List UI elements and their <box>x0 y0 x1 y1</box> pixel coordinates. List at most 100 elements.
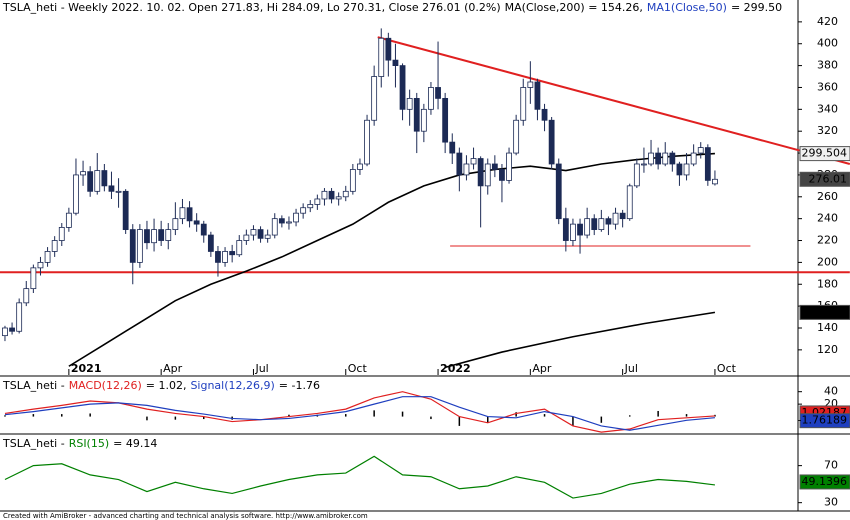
candle-body <box>697 147 704 154</box>
candle-body <box>271 218 278 236</box>
candle-body <box>200 223 207 236</box>
candle-body <box>413 97 420 132</box>
candle-body <box>548 119 555 165</box>
candle-body <box>399 65 406 110</box>
candle-body <box>449 141 456 154</box>
trend-line <box>377 36 850 165</box>
candle-body <box>222 251 228 263</box>
pane-title: TSLA_heti - Weekly 2022. 10. 02. Open 27… <box>2 1 782 14</box>
candle-body <box>470 158 477 165</box>
candle-body <box>335 196 342 200</box>
candle-body <box>420 108 427 132</box>
candle-body <box>605 218 612 225</box>
candle-body <box>94 170 101 192</box>
y-tick-label: 320 <box>817 124 838 137</box>
candle-body <box>598 218 605 230</box>
moving-average <box>68 152 715 367</box>
last-value-label-box <box>799 474 850 490</box>
candle-body <box>16 302 23 332</box>
close-last-label: 276.01 <box>809 172 848 185</box>
candle-body <box>513 119 520 154</box>
indicator-line <box>4 455 716 499</box>
candle-body <box>633 163 640 187</box>
title-part: = -1.76 <box>279 379 320 392</box>
candle-body <box>172 218 179 230</box>
ma50-last-label: 299.504 <box>802 147 848 160</box>
title-part: MA1(Close,50) <box>647 1 727 14</box>
candle-body <box>293 212 299 223</box>
y-tick-label: 40 <box>824 385 838 398</box>
y-tick-label: 380 <box>817 59 838 72</box>
y-tick-label: 70 <box>824 459 838 472</box>
title-part: TSLA_heti - <box>2 379 65 392</box>
candle-body <box>648 152 654 165</box>
candle-body <box>349 169 356 192</box>
indicator-line <box>4 391 715 433</box>
candle-body <box>364 119 370 165</box>
candle-body <box>683 163 690 176</box>
candle-body <box>229 251 236 256</box>
candle-body <box>641 163 647 166</box>
candle-body <box>527 81 534 88</box>
candle-body <box>669 152 676 165</box>
candle-body <box>87 171 94 192</box>
candle-body <box>44 251 51 263</box>
candle-body <box>314 198 321 205</box>
last-value-label: 49.1396 <box>802 475 848 488</box>
candle-body <box>65 212 72 228</box>
candle-body <box>392 59 399 66</box>
candle-body <box>186 207 193 222</box>
candle-body <box>506 152 512 181</box>
candle-body <box>406 97 413 110</box>
x-tick-label: 2022 <box>440 362 471 375</box>
title-part: = 49.14 <box>113 437 157 450</box>
candle-body <box>165 229 172 241</box>
title-part: RSI(15) <box>69 437 109 450</box>
candle-body <box>371 76 378 121</box>
title-part: TSLA_heti - Weekly 2022. 10. 02. Open 27… <box>2 1 501 14</box>
candle-body <box>456 152 463 176</box>
candle-body <box>179 207 186 220</box>
footer: Created with AmiBroker - advanced charti… <box>3 512 368 520</box>
candle-body <box>704 147 711 181</box>
candle-body <box>676 163 683 176</box>
candle-body <box>37 261 44 269</box>
candle-body <box>236 240 243 256</box>
candle-body <box>577 223 583 236</box>
y-tick-label: 220 <box>817 234 838 247</box>
y-tick-label: 260 <box>817 190 838 203</box>
candle-body <box>562 218 569 241</box>
y-tick-label: 340 <box>817 102 838 115</box>
candle-body <box>357 163 363 170</box>
x-tick-label: 2021 <box>71 362 102 375</box>
candle-body <box>257 229 264 239</box>
y-tick-label: 200 <box>817 255 838 268</box>
candle-body <box>243 234 250 241</box>
candle-body <box>73 174 79 214</box>
candle-body <box>690 152 697 165</box>
candle-body <box>541 108 548 121</box>
y-tick-label: 400 <box>817 37 838 50</box>
ma50-last-label-box <box>799 146 850 162</box>
candle-body <box>144 229 150 244</box>
y-tick-label: 360 <box>817 80 838 93</box>
candle-body <box>712 178 718 185</box>
candle-body <box>215 251 221 263</box>
candle-body <box>207 234 214 252</box>
ma200-last-label-box <box>799 304 850 320</box>
candle-body <box>2 327 8 337</box>
y-tick-label: 420 <box>817 15 838 28</box>
last-value-label-box <box>799 413 850 429</box>
candle-body <box>108 185 115 192</box>
title-part: MACD(12,26) <box>69 379 142 392</box>
candle-body <box>591 218 598 230</box>
candle-body <box>80 171 86 176</box>
x-tick-label: Jul <box>624 362 638 375</box>
candle-body <box>619 212 626 220</box>
candle-body <box>151 229 157 244</box>
candle-body <box>23 288 30 304</box>
candle-body <box>9 327 15 332</box>
candle-body <box>662 152 669 165</box>
candle-body <box>286 221 292 224</box>
